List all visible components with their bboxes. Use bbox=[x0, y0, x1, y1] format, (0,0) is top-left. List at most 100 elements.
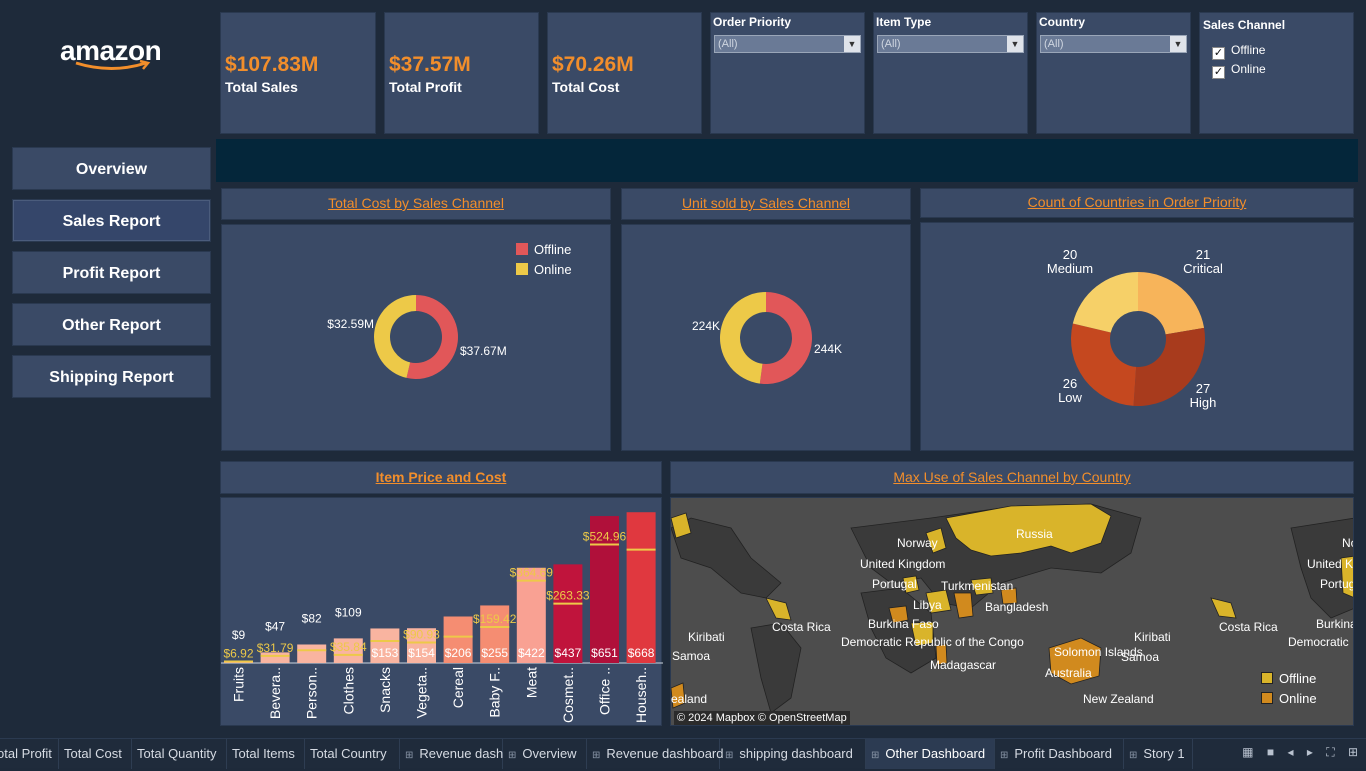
sheet-tab[interactable]: ⊞ Story 1 bbox=[1124, 739, 1193, 769]
checkbox-icon[interactable]: ✓ bbox=[1212, 47, 1225, 60]
donut-slice-online[interactable] bbox=[719, 292, 766, 384]
sheet-tab[interactable]: ⊞ Revenue dash bbox=[400, 739, 503, 769]
donut-slice-critical[interactable] bbox=[1138, 272, 1205, 335]
country-dropdown[interactable]: (All) ▼ bbox=[1040, 35, 1187, 53]
map-label: Bangladesh bbox=[985, 600, 1048, 614]
checkbox-online[interactable]: ✓ Online bbox=[1212, 62, 1266, 79]
title-panel-map: Max Use of Sales Channel by Country bbox=[670, 461, 1354, 494]
item-type-dropdown[interactable]: (All) ▼ bbox=[877, 35, 1024, 53]
nav-other-report[interactable]: Other Report bbox=[12, 303, 211, 346]
sheet-tab[interactable]: Total Country bbox=[305, 739, 400, 769]
square-view-icon[interactable]: ■ bbox=[1266, 745, 1275, 759]
cost-label: $6.92 bbox=[223, 646, 253, 660]
filter-title: Order Priority bbox=[713, 15, 792, 29]
tab-label: Profit Dashboard bbox=[1014, 746, 1112, 761]
price-bar[interactable] bbox=[260, 652, 290, 663]
donut-cost: $37.67M $32.59M bbox=[327, 295, 507, 379]
nav-shipping-report[interactable]: Shipping Report bbox=[12, 355, 211, 398]
map-label: Burkina Faso bbox=[1316, 617, 1354, 631]
legend-swatch bbox=[516, 243, 528, 255]
price-bar[interactable] bbox=[590, 516, 619, 663]
donut-slice-high[interactable] bbox=[1133, 327, 1205, 406]
map-label: Samoa bbox=[672, 649, 710, 663]
price-bar[interactable] bbox=[297, 644, 327, 663]
donut-slice-medium[interactable] bbox=[1072, 272, 1138, 333]
sheet-tab[interactable]: Total Cost bbox=[59, 739, 132, 769]
map-attribution[interactable]: © 2024 Mapbox © OpenStreetMap bbox=[674, 711, 850, 725]
tab-label: Overview bbox=[522, 746, 577, 761]
sheet-tab-bar: otal Profit Total Cost Total Quantity Total… bbox=[0, 738, 1366, 769]
nav-sales-report[interactable]: Sales Report bbox=[12, 199, 211, 242]
price-label: $651 bbox=[591, 646, 618, 660]
map-label: Turkmenistan bbox=[941, 579, 1013, 593]
title-panel-price-cost: Item Price and Cost bbox=[220, 461, 662, 494]
nav-profit-report[interactable]: Profit Report bbox=[12, 251, 211, 294]
price-label: $206 bbox=[445, 646, 472, 660]
expand-icon[interactable]: ⊞ bbox=[1347, 745, 1358, 759]
price-bar[interactable] bbox=[516, 567, 546, 663]
next-tab-icon[interactable]: ▸ bbox=[1306, 745, 1313, 759]
donut-units: 244K 224K bbox=[692, 292, 842, 384]
kpi-value: $37.57M bbox=[389, 53, 471, 76]
grid-view-icon[interactable]: ▦ bbox=[1242, 745, 1254, 759]
prev-tab-icon[interactable]: ◂ bbox=[1287, 745, 1294, 759]
tab-controls: ▦ ■ ◂ ▸ ⛶ ⊞ bbox=[1242, 745, 1358, 760]
map-label: Australia bbox=[1045, 666, 1092, 680]
sheet-tab[interactable]: Total Quantity bbox=[132, 739, 227, 769]
price-bar[interactable] bbox=[626, 512, 656, 663]
dashboard-icon: ⊞ bbox=[871, 750, 880, 761]
map-label: Costa Rica bbox=[1219, 620, 1278, 634]
map-label: Kiribati bbox=[688, 630, 725, 644]
sheet-tab[interactable]: otal Profit bbox=[0, 739, 59, 769]
map-label: Libya bbox=[913, 598, 942, 612]
donut-slice-offline[interactable] bbox=[406, 295, 459, 379]
map-label: Burkina Faso bbox=[868, 617, 939, 631]
world-map[interactable]: Russia Norway United Kingdom Portugal Tu… bbox=[671, 498, 1354, 726]
kpi-value: $107.83M bbox=[225, 53, 319, 76]
map-sales-channel[interactable]: Russia Norway United Kingdom Portugal Tu… bbox=[670, 497, 1354, 726]
sheet-tab[interactable]: Total Items bbox=[227, 739, 305, 769]
chart-title[interactable]: Unit sold by Sales Channel bbox=[681, 195, 851, 211]
sheet-tab[interactable]: ⊞ Overview bbox=[503, 739, 587, 769]
checkbox-offline[interactable]: ✓ Offline bbox=[1212, 43, 1265, 60]
donut-slice-online[interactable] bbox=[374, 295, 416, 378]
price-label: $47 bbox=[265, 619, 285, 633]
slice-label: 244K bbox=[814, 342, 842, 356]
price-bar[interactable] bbox=[553, 564, 583, 663]
price-bar[interactable] bbox=[333, 638, 363, 663]
map-label: Portugal bbox=[872, 577, 917, 591]
sheet-tab[interactable]: ⊞ Profit Dashboard bbox=[995, 739, 1124, 769]
chevron-down-icon[interactable]: ▼ bbox=[844, 36, 860, 52]
sheet-tab[interactable]: ⊞ Revenue dashboard bbox=[587, 739, 723, 769]
filter-order-priority: Order Priority (All) ▼ bbox=[710, 12, 865, 134]
price-bar[interactable] bbox=[407, 628, 436, 663]
bar-chart: $9 $6.92 Fruits $47 $31.79 Bevera.. $82 Person.… bbox=[221, 512, 663, 723]
tab-label: Total Quantity bbox=[137, 746, 217, 761]
donut-slice-offline[interactable] bbox=[759, 292, 812, 384]
donut-slice-low[interactable] bbox=[1071, 323, 1137, 406]
order-priority-dropdown[interactable]: (All) ▼ bbox=[714, 35, 861, 53]
chevron-down-icon[interactable]: ▼ bbox=[1007, 36, 1023, 52]
chart-title[interactable]: Max Use of Sales Channel by Country bbox=[893, 469, 1131, 485]
sheet-tab[interactable]: ⊞ Other Dashboard bbox=[866, 739, 995, 769]
tab-label: Revenue dash bbox=[419, 746, 504, 761]
chevron-down-icon[interactable]: ▼ bbox=[1170, 36, 1186, 52]
dropdown-value: (All) bbox=[718, 38, 738, 50]
chart-title[interactable]: Item Price and Cost bbox=[375, 469, 507, 485]
chart-title[interactable]: Count of Countries in Order Priority bbox=[1027, 194, 1247, 210]
kpi-total-cost: $70.26M Total Cost bbox=[547, 12, 702, 134]
dropdown-value: (All) bbox=[1044, 38, 1064, 50]
price-label: $109 bbox=[335, 605, 362, 619]
chart-title[interactable]: Total Cost by Sales Channel bbox=[328, 195, 504, 211]
checkbox-label: Online bbox=[1231, 62, 1266, 76]
slice-name-label: Medium bbox=[1047, 261, 1093, 276]
nav-overview[interactable]: Overview bbox=[12, 147, 211, 190]
price-bar[interactable] bbox=[370, 628, 400, 663]
checkbox-icon[interactable]: ✓ bbox=[1212, 66, 1225, 79]
fullscreen-icon[interactable]: ⛶ bbox=[1326, 745, 1335, 759]
price-bar[interactable] bbox=[480, 605, 510, 663]
price-bar[interactable] bbox=[443, 616, 473, 663]
map-label: United Kingdom bbox=[860, 557, 945, 571]
sheet-tab[interactable]: ⊞ shipping dashboard bbox=[720, 739, 866, 769]
cost-label: $364.69 bbox=[510, 566, 554, 580]
